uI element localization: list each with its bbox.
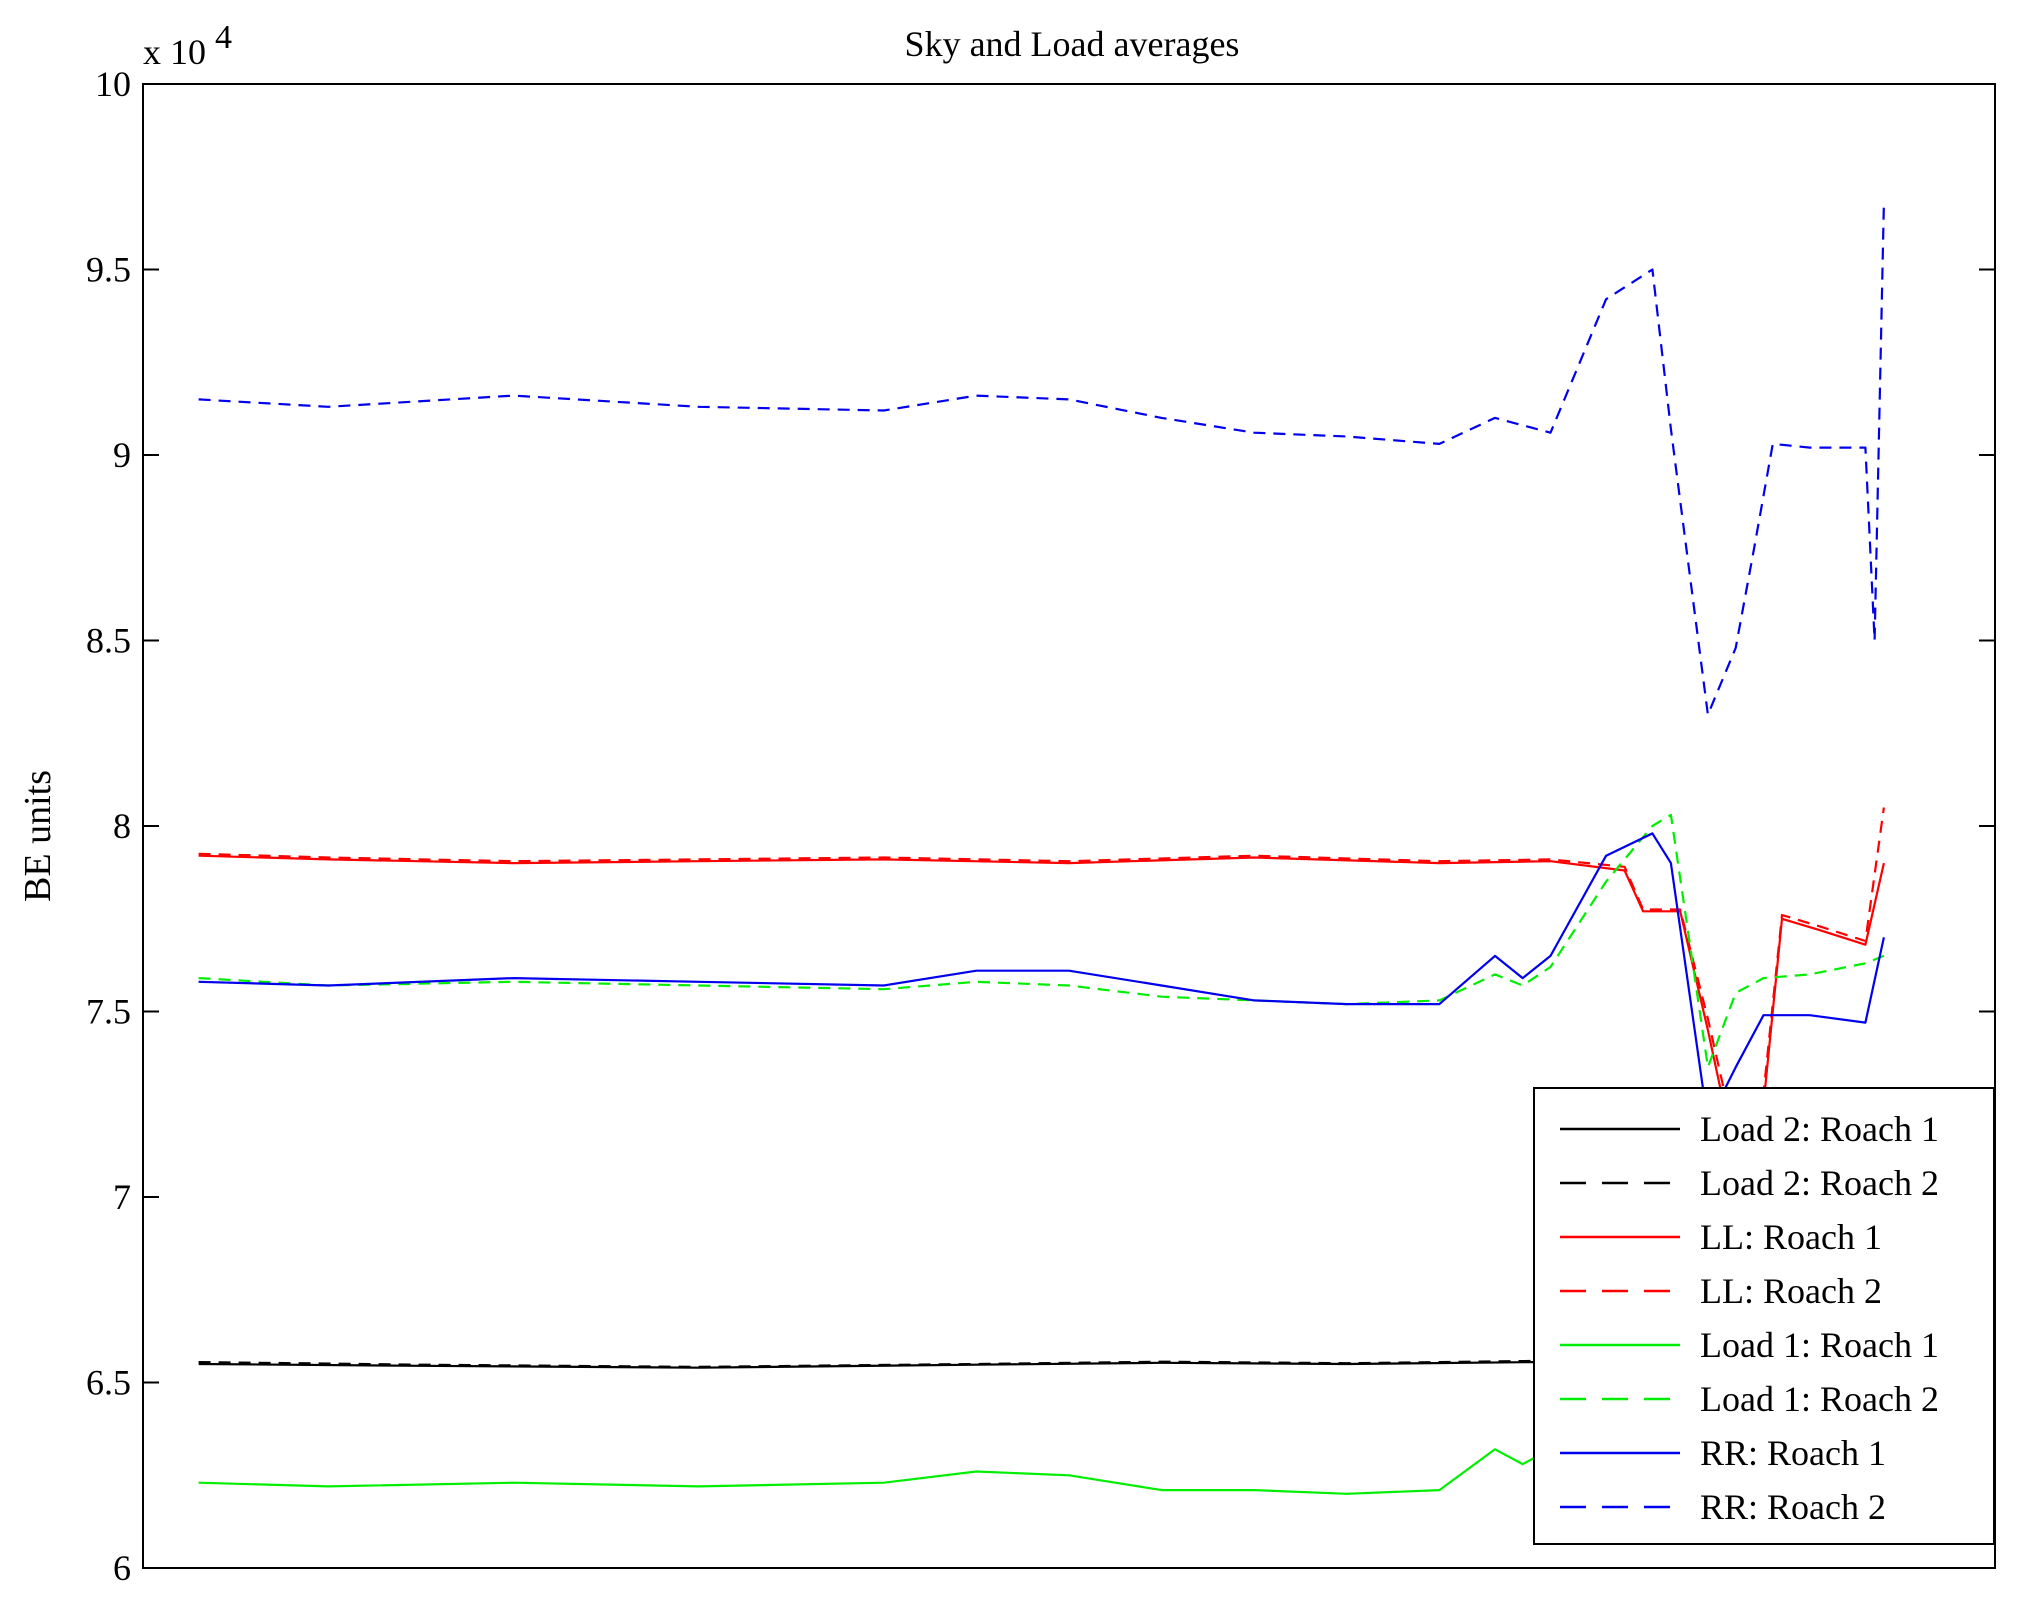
series-line-6 xyxy=(198,813,1885,1069)
legend-label: RR: Roach 2 xyxy=(1700,1487,1886,1527)
series-line-3 xyxy=(198,854,1885,1162)
y-tick-label: 6.5 xyxy=(86,1363,131,1403)
series-line-7 xyxy=(198,832,1885,1124)
axes: 6 6.5 7 7.5 8 8.5 9 9.5 10 xyxy=(86,64,1996,1588)
chart-title: Sky and Load averages xyxy=(905,24,1240,64)
legend: Load 2: Roach 1 Load 2: Roach 2 LL: Roach … xyxy=(1533,1087,1995,1545)
legend-label: Load 1: Roach 1 xyxy=(1700,1325,1939,1365)
y-tick-label: 7.5 xyxy=(86,992,131,1032)
y-tick-label: 9.5 xyxy=(86,250,131,290)
legend-label: Load 2: Roach 1 xyxy=(1700,1109,1939,1149)
y-tick-label: 7 xyxy=(113,1177,131,1217)
legend-label: LL: Roach 2 xyxy=(1700,1271,1882,1311)
plot-area xyxy=(198,202,1885,1495)
legend-label: Load 1: Roach 2 xyxy=(1700,1379,1939,1419)
y-multiplier: x 10 4 xyxy=(143,19,232,72)
y-tick-label: 9 xyxy=(113,435,131,475)
legend-box xyxy=(1533,1087,1995,1545)
legend-label: RR: Roach 1 xyxy=(1700,1433,1886,1473)
series-line-8 xyxy=(198,202,1885,716)
y-tick-label: 10 xyxy=(95,64,131,104)
y-multiplier-exponent: 4 xyxy=(215,19,232,56)
legend-label: Load 2: Roach 2 xyxy=(1700,1163,1939,1203)
y-tick-label: 8.5 xyxy=(86,621,131,661)
y-multiplier-base: x 10 xyxy=(143,32,206,72)
y-tick-label: 6 xyxy=(113,1548,131,1588)
y-tick-label: 8 xyxy=(113,806,131,846)
y-axis-label: BE units xyxy=(17,770,59,902)
series-line-2 xyxy=(198,1359,1597,1369)
series-line-4 xyxy=(198,807,1885,1143)
legend-label: LL: Roach 1 xyxy=(1700,1217,1882,1257)
